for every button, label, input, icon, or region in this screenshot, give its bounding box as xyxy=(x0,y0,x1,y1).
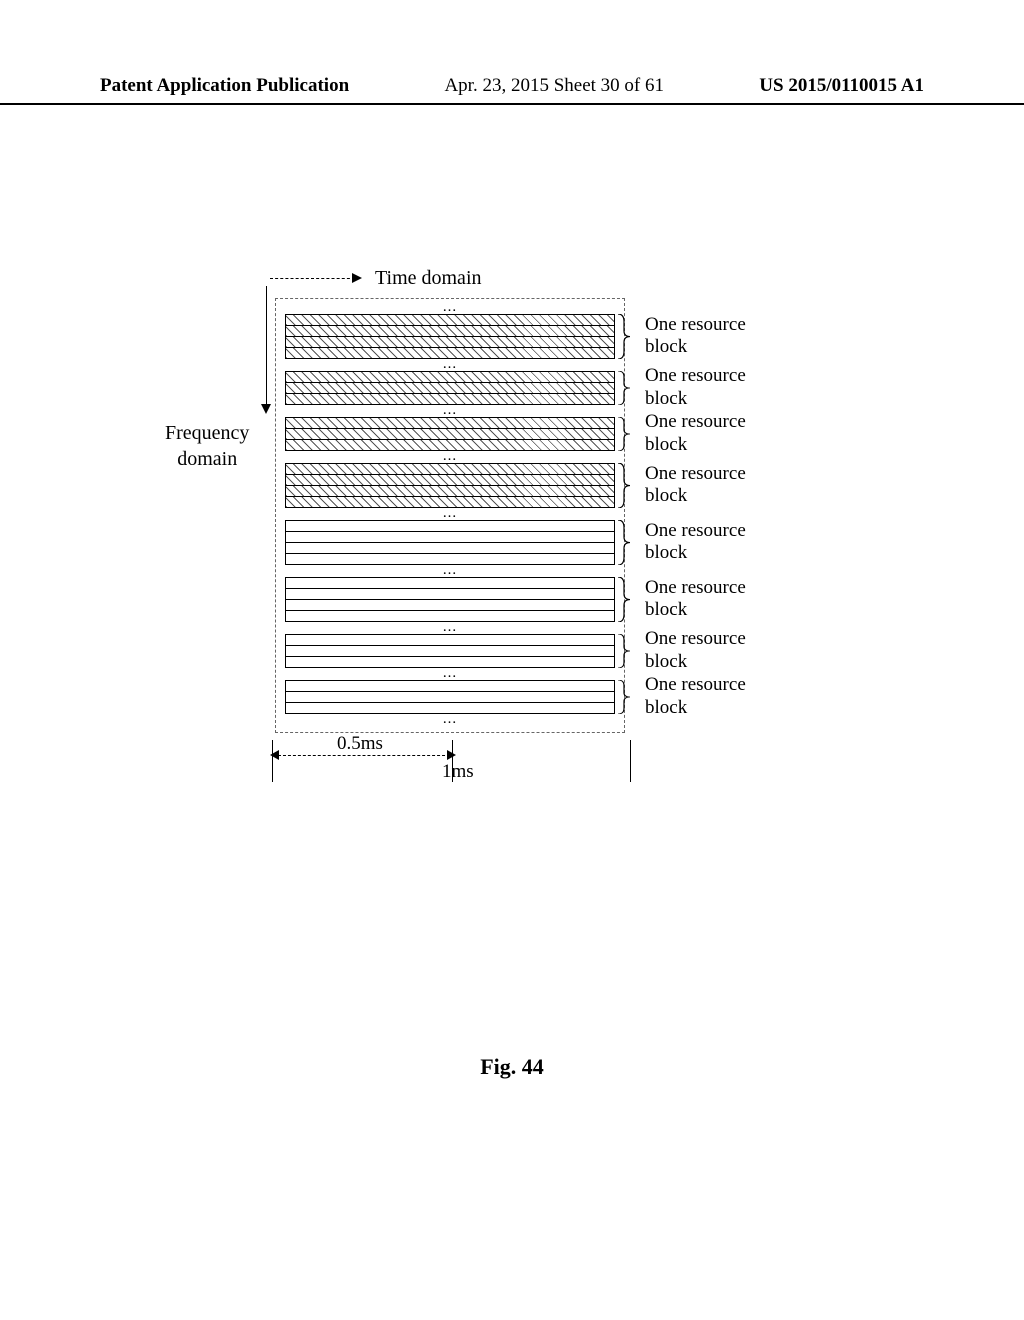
ellipsis-row: ... xyxy=(276,450,624,463)
ellipsis-row: ... xyxy=(276,404,624,417)
time-axis-arrowhead-icon xyxy=(352,273,362,283)
resource-block xyxy=(285,371,615,405)
half-ms-label: 0.5ms xyxy=(337,733,383,755)
resource-block-subrow xyxy=(285,393,615,405)
resource-block xyxy=(285,417,615,451)
half-ms-arrow-right-icon xyxy=(447,750,456,760)
curly-brace-icon xyxy=(617,463,631,508)
ellipsis-row: ... xyxy=(276,667,624,680)
curly-brace-icon xyxy=(617,314,631,359)
resource-block-label: One resourceblock xyxy=(645,628,785,674)
time-tick-right xyxy=(630,740,631,782)
curly-brace-icon xyxy=(617,371,631,405)
ellipsis-row: ... xyxy=(276,358,624,371)
resource-block-label: One resourceblock xyxy=(645,674,785,720)
curly-brace-icon xyxy=(617,680,631,714)
resource-block-subrow xyxy=(285,439,615,451)
time-axis-label: Time domain xyxy=(375,267,482,290)
curly-brace-icon xyxy=(617,634,631,668)
time-tick-left xyxy=(272,740,273,782)
resource-block-subrow xyxy=(285,610,615,622)
header-publication: Patent Application Publication xyxy=(100,75,349,97)
resource-block-label: One resourceblock xyxy=(645,520,785,566)
curly-brace-icon xyxy=(617,577,631,622)
resource-block-subrow xyxy=(285,702,615,714)
resource-block-subrow xyxy=(285,656,615,668)
frequency-axis-arrowhead-icon xyxy=(261,404,271,414)
ellipsis-row: ... xyxy=(276,564,624,577)
curly-brace-icon xyxy=(617,520,631,565)
resource-block-subrow xyxy=(285,496,615,508)
page-header: Patent Application Publication Apr. 23, … xyxy=(0,75,1024,105)
frequency-axis-line xyxy=(266,286,267,406)
resource-block xyxy=(285,577,615,622)
header-patent-number: US 2015/0110015 A1 xyxy=(759,75,924,97)
frequency-axis-label: Frequency domain xyxy=(165,420,249,472)
resource-block-subrow xyxy=(285,553,615,565)
resource-block xyxy=(285,634,615,668)
curly-brace-icon xyxy=(617,417,631,451)
resource-block-label: One resourceblock xyxy=(645,577,785,623)
ellipsis-row: ... xyxy=(276,713,624,726)
resource-block xyxy=(285,520,615,565)
resource-block-label: One resourceblock xyxy=(645,463,785,509)
resource-block xyxy=(285,314,615,359)
figure-caption: Fig. 44 xyxy=(0,1054,1024,1080)
resource-block-label: One resourceblock xyxy=(645,314,785,360)
one-ms-label: 1ms xyxy=(442,761,474,783)
resource-block xyxy=(285,680,615,714)
resource-block xyxy=(285,463,615,508)
resource-grid-frame: ........................... xyxy=(275,298,625,733)
ellipsis-row: ... xyxy=(276,301,624,314)
half-ms-dimension-line xyxy=(278,755,450,756)
resource-block-label: One resourceblock xyxy=(645,411,785,457)
header-date-sheet: Apr. 23, 2015 Sheet 30 of 61 xyxy=(444,75,664,97)
resource-block-subrow xyxy=(285,347,615,359)
resource-block-label: One resourceblock xyxy=(645,365,785,411)
ellipsis-row: ... xyxy=(276,507,624,520)
ellipsis-row: ... xyxy=(276,621,624,634)
time-axis-line xyxy=(270,278,355,279)
